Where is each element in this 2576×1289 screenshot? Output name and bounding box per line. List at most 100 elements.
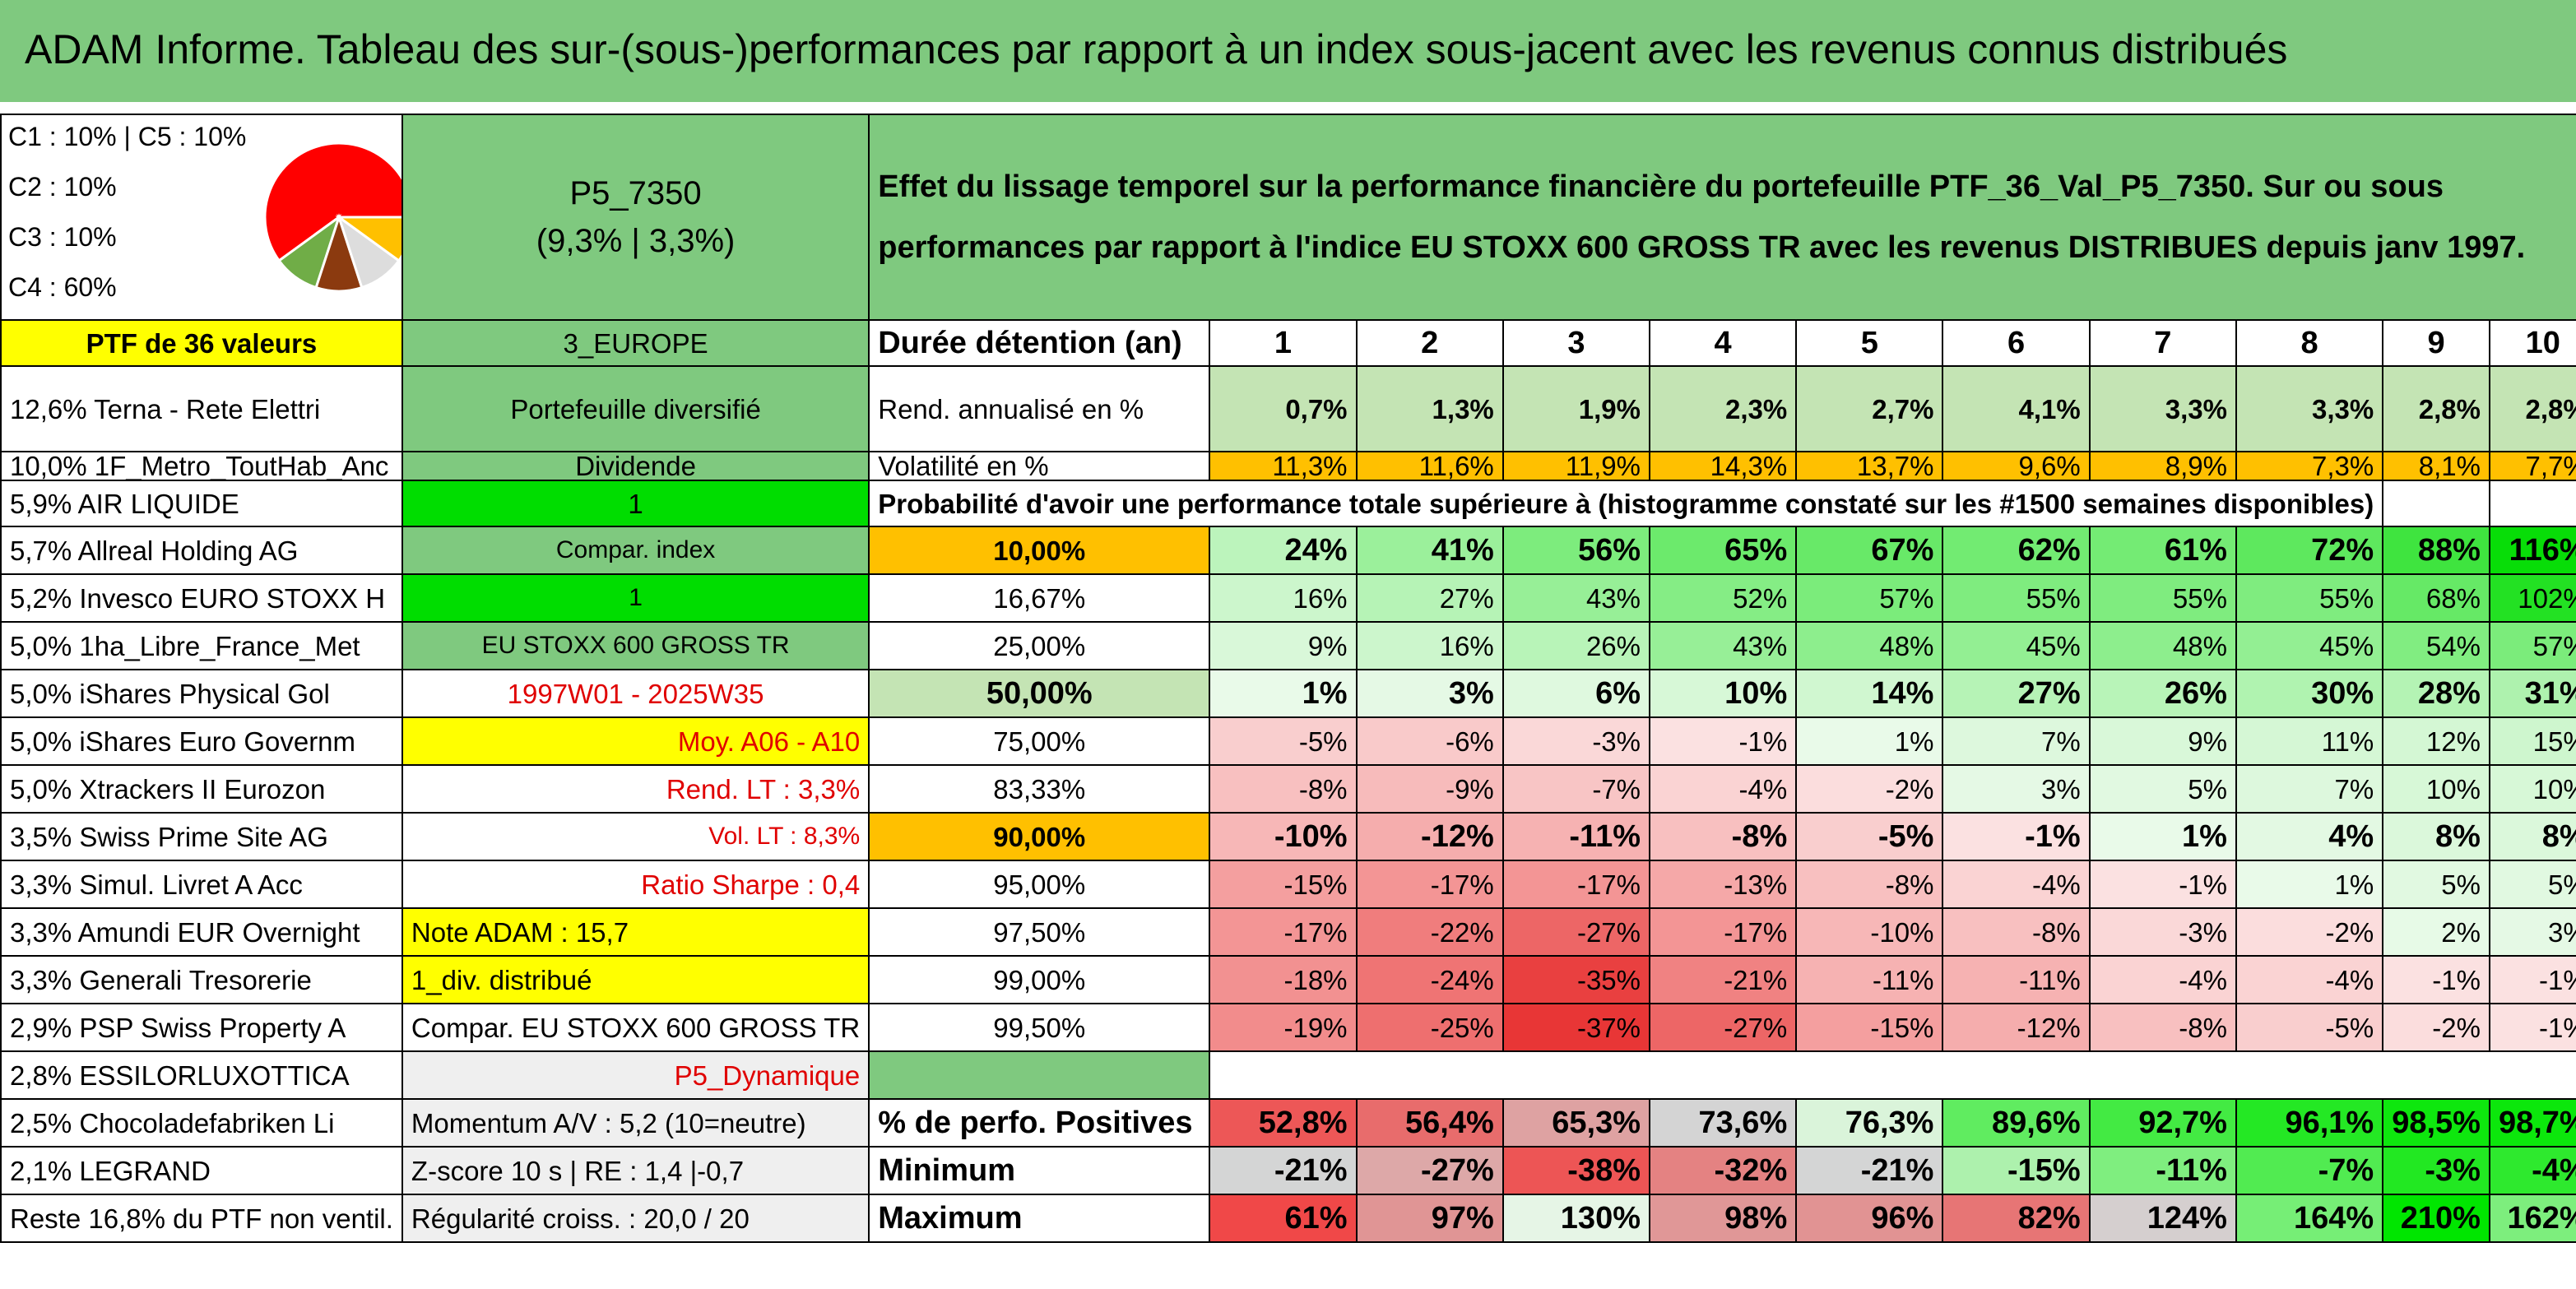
legend-item: C3 : 10% bbox=[8, 222, 117, 252]
table-row: 2,5% Chocoladefabriken Li Momentum A/V : … bbox=[0, 1098, 2576, 1148]
prob-value: -17% bbox=[1355, 860, 1504, 909]
pos-value: 56,4% bbox=[1355, 1098, 1504, 1148]
col1-cell: 5,7% Allreal Holding AG bbox=[0, 526, 403, 575]
min-value: -11% bbox=[2088, 1146, 2237, 1195]
prob-value: 16% bbox=[1209, 573, 1358, 623]
min-value: -3% bbox=[2382, 1146, 2490, 1195]
prob-value: -35% bbox=[1502, 955, 1651, 1004]
prob-value: 9% bbox=[1209, 621, 1358, 670]
prob-value: 2% bbox=[2382, 907, 2490, 957]
max-value: 210% bbox=[2382, 1194, 2490, 1243]
max-value: 61% bbox=[1209, 1194, 1358, 1243]
prob-value: 5% bbox=[2088, 764, 2237, 814]
vol-value: 8,1% bbox=[2382, 451, 2490, 481]
col2-cell: 1_div. distribué bbox=[401, 955, 870, 1004]
table-row: C1 : 10% | C5 : 10% C2 : 10% C3 : 10% C4 : … bbox=[0, 114, 2576, 321]
prob-value: 15% bbox=[2488, 716, 2576, 766]
col2-cell: Moy. A06 - A10 bbox=[401, 716, 870, 766]
table-row: 10,0% 1F_Metro_ToutHab_Anc Dividende Volat… bbox=[0, 451, 2576, 481]
prob-value: -1% bbox=[2382, 955, 2490, 1004]
prob-value: -11% bbox=[1502, 812, 1651, 861]
prob-value: 72% bbox=[2235, 526, 2384, 575]
prob-value: -5% bbox=[1209, 716, 1358, 766]
table-row: 5,2% Invesco EURO STOXX H 1 16,67% 16% 27% 43… bbox=[0, 573, 2576, 623]
prob-value: -6% bbox=[1355, 716, 1504, 766]
prob-value: 1% bbox=[2235, 860, 2384, 909]
prob-value: 3% bbox=[1942, 764, 2091, 814]
pos-value: 73,6% bbox=[1648, 1098, 1798, 1148]
prob-value: 3% bbox=[2488, 907, 2576, 957]
prob-value: 65% bbox=[1648, 526, 1798, 575]
year-header: 10 bbox=[2488, 319, 2576, 367]
legend-item: C1 : 10% | C5 : 10% bbox=[8, 122, 247, 151]
pos-value: 65,3% bbox=[1502, 1098, 1651, 1148]
vol-value: 8,9% bbox=[2088, 451, 2237, 481]
vol-value: 11,9% bbox=[1502, 451, 1651, 481]
percentile-cell: 95,00% bbox=[868, 860, 1211, 909]
prob-value: -22% bbox=[1355, 907, 1504, 957]
percentile-cell: 99,50% bbox=[868, 1003, 1211, 1052]
col1-cell: 5,2% Invesco EURO STOXX H bbox=[0, 573, 403, 623]
prob-value: 12% bbox=[2382, 716, 2490, 766]
prob-value: 1% bbox=[1795, 716, 1944, 766]
percentile-cell: 99,00% bbox=[868, 955, 1211, 1004]
percentile-cell: 83,33% bbox=[868, 764, 1211, 814]
prob-value: 48% bbox=[1795, 621, 1944, 670]
year-header: 1 bbox=[1209, 319, 1358, 367]
vol-value: 11,3% bbox=[1209, 451, 1358, 481]
col2-cell: Note ADAM : 15,7 bbox=[401, 907, 870, 957]
prob-value: -10% bbox=[1209, 812, 1358, 861]
col1-cell: 5,0% Xtrackers II Eurozon bbox=[0, 764, 403, 814]
pos-value: 98,5% bbox=[2382, 1098, 2490, 1148]
prob-value: -24% bbox=[1355, 955, 1504, 1004]
header-label: Durée détention (an) bbox=[868, 319, 1211, 367]
max-label: Maximum bbox=[868, 1194, 1211, 1243]
prob-value: -5% bbox=[2235, 1003, 2384, 1052]
table-row: 5,9% AIR LIQUIDE 1 Probabilité d'avoir une… bbox=[0, 480, 2576, 527]
portfolio-code: P5_7350 bbox=[569, 175, 702, 211]
prob-value: -17% bbox=[1209, 907, 1358, 957]
legend-item: C4 : 60% bbox=[8, 272, 117, 302]
pos-value: 76,3% bbox=[1795, 1098, 1944, 1148]
prob-value: -2% bbox=[2382, 1003, 2490, 1052]
col2-cell: Portefeuille diversifié bbox=[401, 365, 870, 452]
rend-label: Rend. annualisé en % bbox=[868, 365, 1211, 452]
vol-value: 14,3% bbox=[1648, 451, 1798, 481]
prob-value: 45% bbox=[1942, 621, 2091, 670]
col2-cell: 3_EUROPE bbox=[401, 319, 870, 367]
table-row: 5,0% iShares Euro Governm Moy. A06 - A10 7… bbox=[0, 716, 2576, 766]
table-row: 2,9% PSP Swiss Property A Compar. EU STOX… bbox=[0, 1003, 2576, 1052]
max-value: 162% bbox=[2488, 1194, 2576, 1243]
col2-cell: 1997W01 - 2025W35 bbox=[401, 669, 870, 718]
prob-value: -1% bbox=[2488, 1003, 2576, 1052]
prob-value: -4% bbox=[2088, 955, 2237, 1004]
col1-cell: 2,9% PSP Swiss Property A bbox=[0, 1003, 403, 1052]
prob-value: -4% bbox=[1648, 764, 1798, 814]
portfolio-perf: (9,3% | 3,3%) bbox=[536, 223, 736, 259]
prob-value: -27% bbox=[1648, 1003, 1798, 1052]
prob-value: 57% bbox=[1795, 573, 1944, 623]
prob-value: -27% bbox=[1502, 907, 1651, 957]
year-header: 8 bbox=[2235, 319, 2384, 367]
col1-cell: 3,3% Amundi EUR Overnight bbox=[0, 907, 403, 957]
min-label: Minimum bbox=[868, 1146, 1211, 1195]
table-row: PTF de 36 valeurs 3_EUROPE Durée détention… bbox=[0, 319, 2576, 367]
percentile-cell: 50,00% bbox=[868, 669, 1211, 718]
col2-cell: 1 bbox=[401, 480, 870, 527]
prob-value: -17% bbox=[1502, 860, 1651, 909]
performance-table: C1 : 10% | C5 : 10% C2 : 10% C3 : 10% C4 : … bbox=[0, 114, 2576, 1243]
col2-cell: Compar. index bbox=[401, 526, 870, 575]
prob-value: -8% bbox=[1648, 812, 1798, 861]
prob-value: 57% bbox=[2488, 621, 2576, 670]
col2-cell: Vol. LT : 8,3% bbox=[401, 812, 870, 861]
prob-value: 55% bbox=[2088, 573, 2237, 623]
max-value: 96% bbox=[1795, 1194, 1944, 1243]
col1-cell: 5,0% 1ha_Libre_France_Met bbox=[0, 621, 403, 670]
prob-value: -11% bbox=[1795, 955, 1944, 1004]
prob-value: 8% bbox=[2488, 812, 2576, 861]
prob-value: 1% bbox=[2088, 812, 2237, 861]
max-value: 164% bbox=[2235, 1194, 2384, 1243]
col1-cell: 10,0% 1F_Metro_ToutHab_Anc bbox=[0, 451, 403, 481]
prob-value: 102% bbox=[2488, 573, 2576, 623]
prob-value: 26% bbox=[1502, 621, 1651, 670]
